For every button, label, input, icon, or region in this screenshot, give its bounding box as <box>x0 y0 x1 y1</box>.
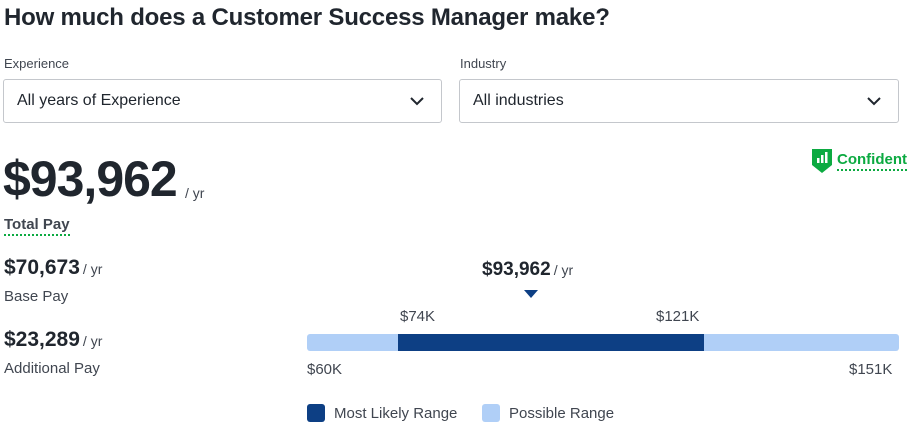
total-pay-amount: $93,962 <box>3 151 178 207</box>
experience-select[interactable]: All years of Experience <box>3 79 442 123</box>
additional-pay-label: Additional Pay <box>4 360 100 377</box>
most-likely-legend-label: Most Likely Range <box>334 404 458 422</box>
base-pay-label: Base Pay <box>4 288 69 305</box>
possible-legend-label: Possible Range <box>509 404 615 422</box>
additional-pay-value: $23,289 <box>4 328 80 351</box>
median-pay-per-year: / yr <box>553 262 574 278</box>
experience-filter-label: Experience <box>4 56 70 71</box>
experience-select-value: All years of Experience <box>17 92 181 109</box>
range-min-label: $60K <box>307 361 343 378</box>
industry-select[interactable]: All industries <box>459 79 899 123</box>
most-likely-swatch <box>307 404 325 422</box>
additional-pay-amount: $23,289/ yr <box>4 328 102 352</box>
likely-low-label: $74K <box>400 308 436 325</box>
possible-swatch <box>482 404 500 422</box>
most-likely-range-bar <box>398 334 704 351</box>
chevron-down-icon <box>867 97 881 106</box>
range-max-label: $151K <box>849 361 893 378</box>
median-pay-label: $93,962/ yr <box>482 259 573 281</box>
base-pay-amount: $70,673/ yr <box>4 256 102 280</box>
confidence-indicator[interactable]: Confident <box>811 148 907 174</box>
legend-possible: Possible Range <box>482 404 614 422</box>
additional-pay-per-year: / yr <box>82 333 103 349</box>
base-pay-per-year: / yr <box>82 261 103 277</box>
median-pay-value: $93,962 <box>482 259 551 280</box>
total-pay-per-year: / yr <box>185 185 205 201</box>
pay-range-bar <box>307 334 899 351</box>
bar-chart-shield-icon <box>812 149 833 173</box>
industry-select-value: All industries <box>473 92 564 109</box>
total-pay-label[interactable]: Total Pay <box>4 216 70 236</box>
confidence-label: Confident <box>837 151 907 171</box>
likely-high-label: $121K <box>656 308 700 325</box>
industry-filter-label: Industry <box>460 56 507 71</box>
median-marker <box>524 290 538 298</box>
page-title: How much does a Customer Success Manager… <box>4 4 610 31</box>
base-pay-value: $70,673 <box>4 256 80 279</box>
chevron-down-icon <box>410 97 424 106</box>
legend-most-likely: Most Likely Range <box>307 404 457 422</box>
